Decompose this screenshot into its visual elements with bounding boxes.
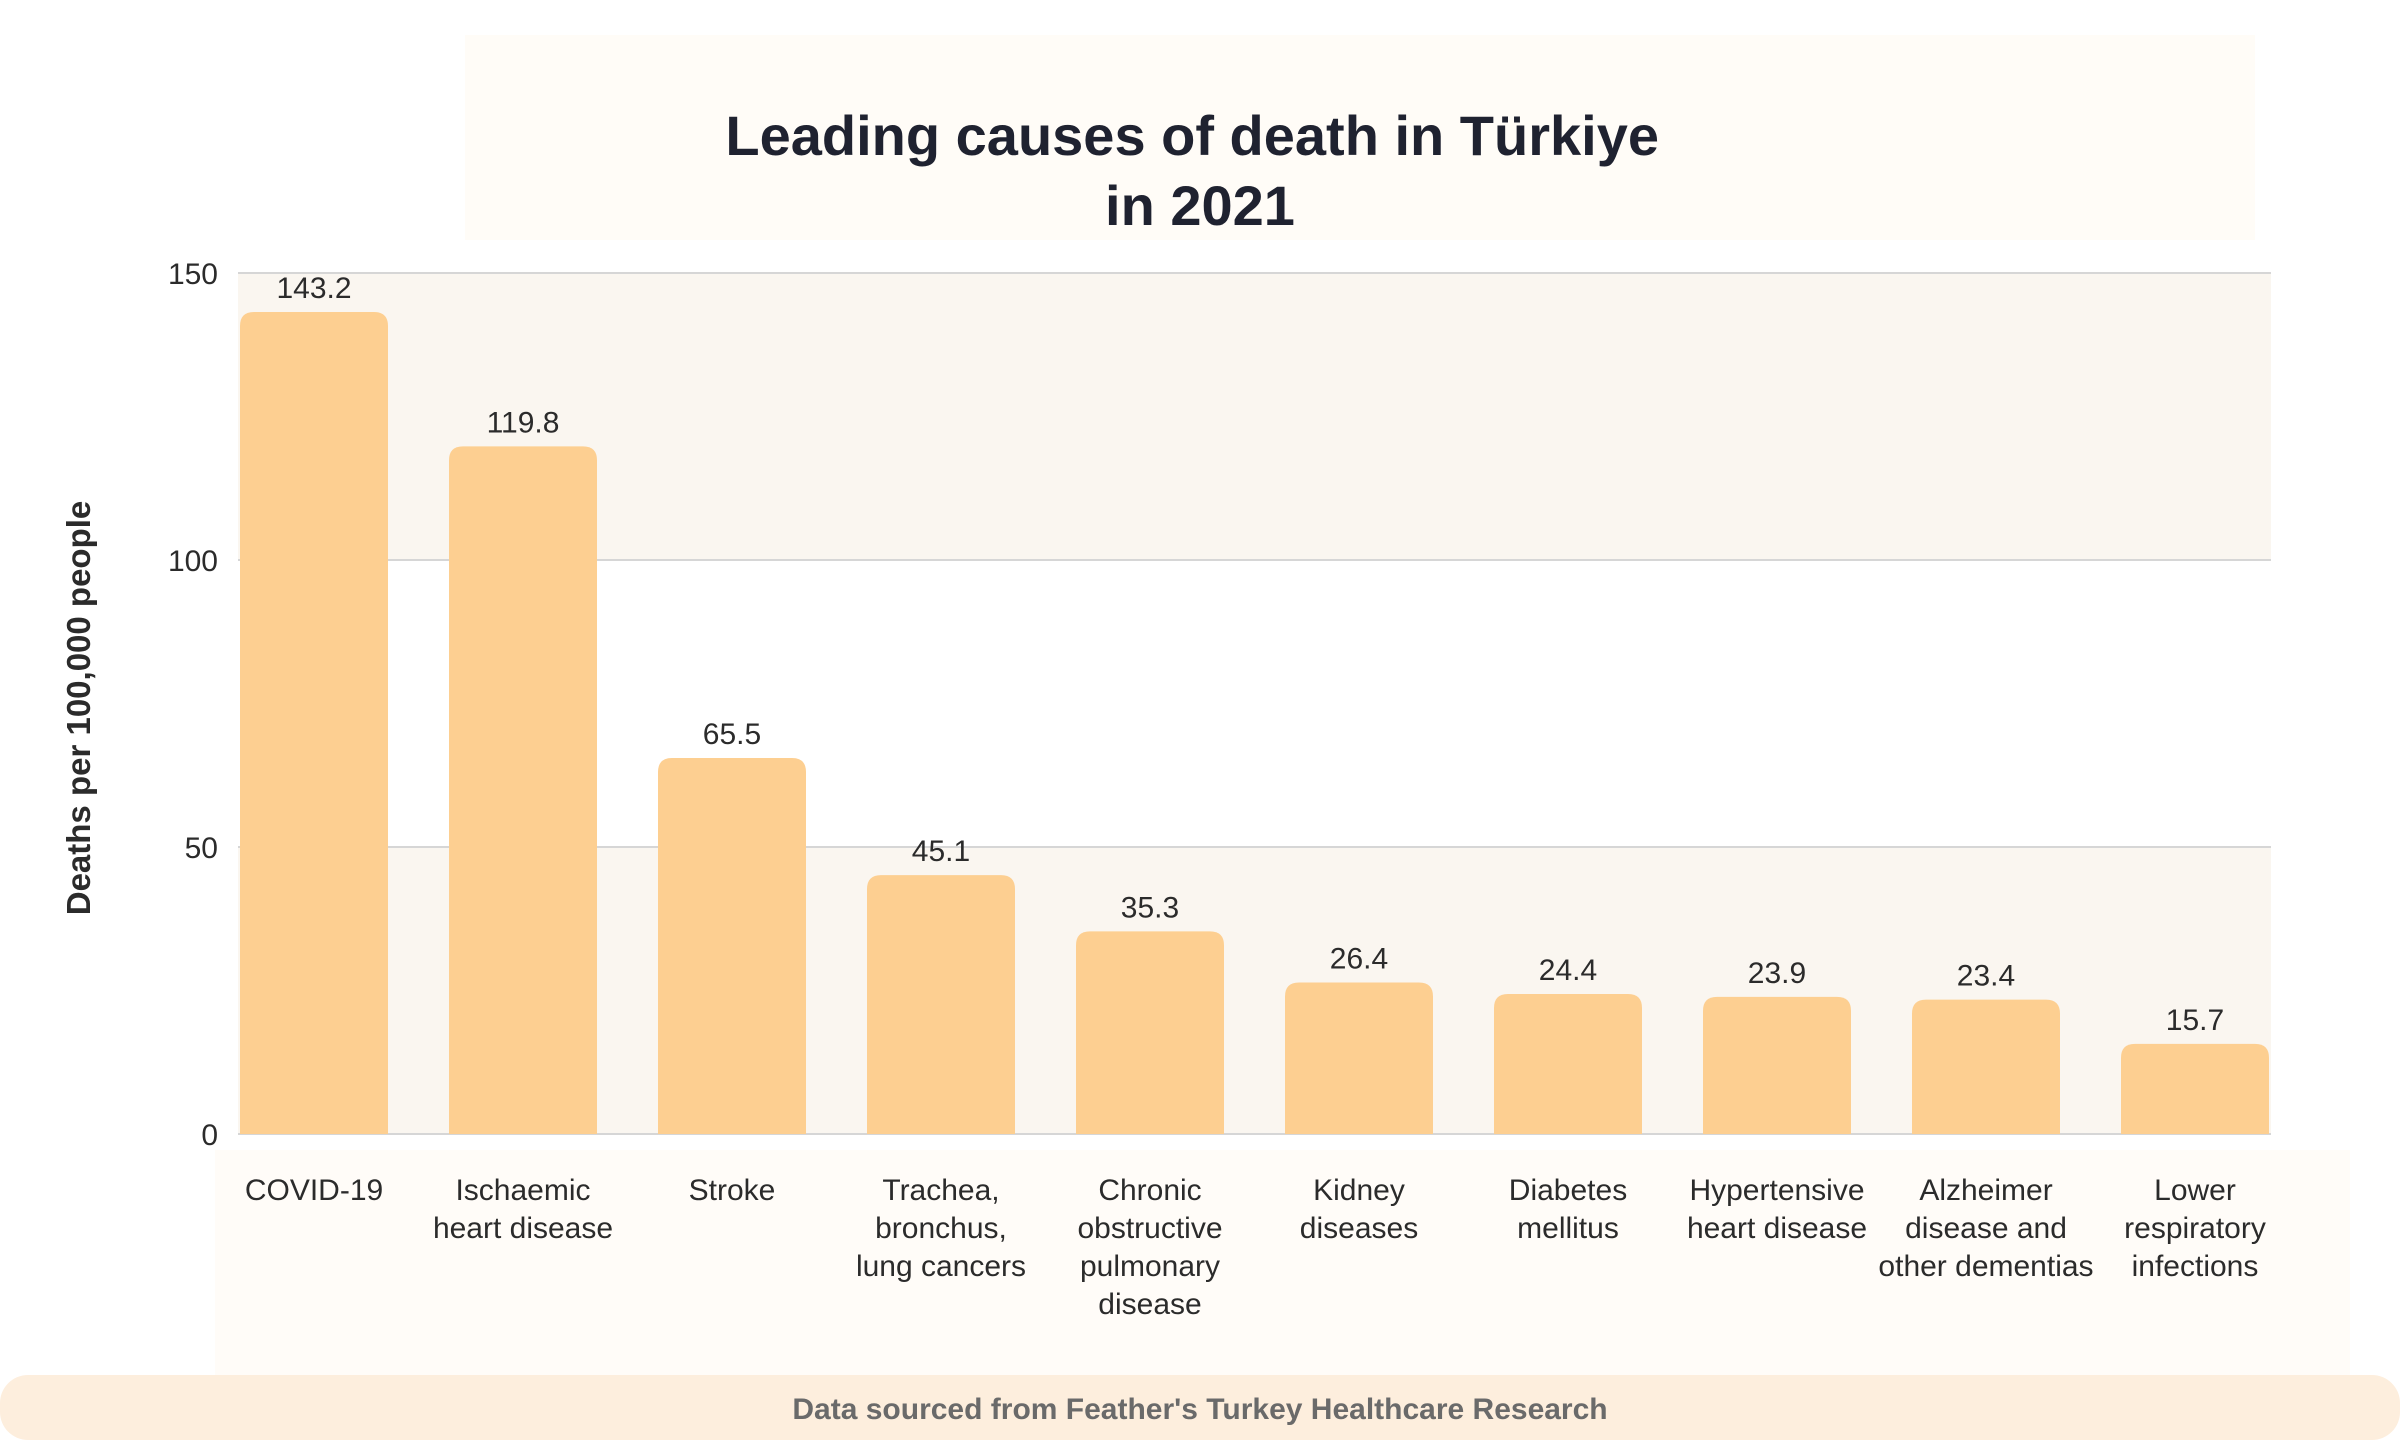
x-tick-label-line: heart disease (1687, 1212, 1867, 1245)
x-tick-label-line: mellitus (1517, 1212, 1619, 1245)
footer-source-text: Data sourced from Feather's Turkey Healt… (792, 1393, 1607, 1426)
chart-title-line-2: in 2021 (1105, 174, 1295, 237)
x-tick-label: Lower respiratory infections (2124, 1174, 2266, 1283)
x-tick-label-line: pulmonary (1080, 1250, 1220, 1283)
x-tick-label-line: Hypertensive (1689, 1174, 1864, 1207)
bar (867, 875, 1015, 1134)
x-tick-label-line: disease and (1905, 1212, 2067, 1245)
chart-title-line-1: Leading causes of death in Türkiye (725, 104, 1659, 167)
bar-value-label: 119.8 (487, 406, 560, 439)
bar-value-label: 23.9 (1748, 957, 1806, 990)
x-tick-label: Ischaemic heart disease (433, 1174, 613, 1245)
footer-bar (0, 1375, 2400, 1440)
y-axis-label: Deaths per 100,000 people (60, 501, 97, 916)
value-labels: 143.2 119.8 65.5 45.1 35.3 26.4 24.4 23.9 23.4 15… (276, 272, 2224, 1037)
category-label-panel (215, 1150, 2350, 1376)
bar-value-label: 23.4 (1957, 960, 2015, 993)
x-tick-label: Trachea, bronchus, lung cancers (856, 1174, 1026, 1283)
x-tick-label-line: Alzheimer (1919, 1174, 2052, 1207)
bar (658, 758, 806, 1134)
bar-value-label: 24.4 (1539, 954, 1597, 987)
y-tick-labels: 0 50 100 150 (168, 258, 218, 1152)
x-tick-label-line: respiratory (2124, 1212, 2266, 1245)
x-tick-label: Diabetes mellitus (1509, 1174, 1627, 1245)
y-tick-label: 50 (185, 832, 218, 865)
bar (449, 446, 597, 1134)
x-tick-label-line: Lower (2154, 1174, 2236, 1207)
x-tick-label: Alzheimer disease and other dementias (1878, 1174, 2093, 1283)
y-tick-label: 0 (201, 1119, 218, 1152)
y-tick-label: 150 (168, 258, 218, 291)
x-tick-label-line: other dementias (1878, 1250, 2093, 1283)
x-tick-label-line: Ischaemic (455, 1174, 590, 1207)
bar (240, 312, 388, 1135)
bar-value-label: 45.1 (912, 835, 970, 868)
x-tick-label-line: Trachea, (882, 1174, 999, 1207)
x-tick-label-line: obstructive (1077, 1212, 1222, 1245)
bar (1494, 993, 1642, 1134)
x-tick-label: COVID-19 (245, 1174, 383, 1207)
x-tick-label: Kidney diseases (1300, 1174, 1418, 1245)
x-tick-label-line: heart disease (433, 1212, 613, 1245)
bar (1703, 996, 1851, 1134)
x-tick-label-line: Kidney (1313, 1174, 1405, 1207)
bar-value-label: 65.5 (703, 718, 761, 751)
bar-value-label: 26.4 (1330, 942, 1388, 975)
x-tick-label-line: Stroke (689, 1174, 776, 1207)
bar (1076, 931, 1224, 1134)
x-tick-label-line: bronchus, (875, 1212, 1007, 1245)
x-tick-label: Hypertensive heart disease (1687, 1174, 1867, 1245)
bars (240, 312, 2269, 1135)
bar (2121, 1043, 2269, 1134)
x-tick-label: Chronic obstructive pulmonary disease (1077, 1174, 1222, 1321)
bar-value-label: 143.2 (276, 272, 351, 305)
title-panel (465, 35, 2255, 240)
x-tick-label-line: lung cancers (856, 1250, 1026, 1283)
x-tick-label-line: Diabetes (1509, 1174, 1627, 1207)
x-tick-label-line: infections (2132, 1250, 2259, 1283)
x-tick-label-line: diseases (1300, 1212, 1418, 1245)
y-tick-label: 100 (168, 545, 218, 578)
bar-value-label: 35.3 (1121, 891, 1179, 924)
bar (1285, 982, 1433, 1134)
chart-title: Leading causes of death in Türkiye in 20… (725, 104, 1674, 237)
x-tick-label-line: COVID-19 (245, 1174, 383, 1207)
x-tick-labels: COVID-19 Ischaemic heart disease Stroke Trac… (245, 1174, 2266, 1321)
x-tick-label-line: disease (1098, 1288, 1201, 1321)
bar-value-label: 15.7 (2166, 1004, 2224, 1037)
x-tick-label-line: Chronic (1098, 1174, 1201, 1207)
bar (1912, 999, 2060, 1134)
x-tick-label: Stroke (689, 1174, 776, 1207)
